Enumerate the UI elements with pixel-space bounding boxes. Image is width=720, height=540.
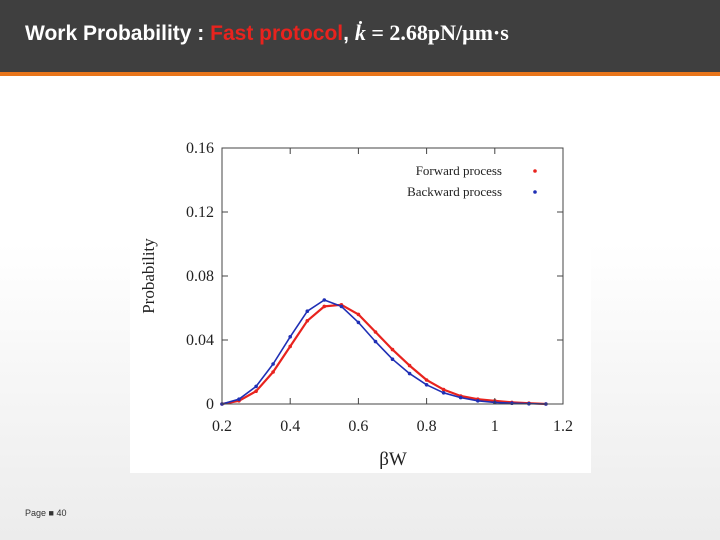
forward-process-point [373, 330, 378, 334]
footer-label: Page [25, 508, 47, 518]
forward-process-point [305, 319, 310, 323]
y-tick-label: 0.12 [186, 204, 214, 221]
forward-process-point [390, 347, 395, 352]
forward-process-point [424, 378, 429, 382]
backward-process-line [221, 299, 546, 405]
backward-process-point [271, 362, 275, 366]
forward-process-point [322, 304, 327, 309]
y-axis-label: Probability [139, 238, 158, 314]
backward-process-point [356, 320, 361, 325]
backward-process-point [390, 357, 395, 361]
y-tick-label: 0.08 [186, 268, 214, 285]
x-axis-label: βW [379, 449, 407, 470]
title-prefix: Work Probability : [25, 22, 211, 45]
forward-process-point [407, 363, 412, 368]
backward-process-point [288, 335, 292, 339]
legend-marker-forward-process [533, 169, 537, 173]
backward-process-point [373, 339, 378, 344]
forward-process-point [271, 370, 275, 374]
series-curves [221, 299, 546, 406]
y-tick-label: 0 [206, 396, 214, 413]
title-equation-rest: = 2.68pN/μm·s [365, 20, 509, 45]
x-tick-label: 0.2 [212, 418, 232, 435]
title-highlight: Fast protocol [210, 22, 344, 45]
backward-process-point [476, 399, 480, 403]
k-dot-symbol: k [354, 20, 366, 45]
chart-legend: Forward process Backward process [407, 163, 537, 199]
backward-process-point [305, 309, 310, 313]
legend-label-forward-process: Forward process [416, 163, 502, 178]
forward-process-point [254, 389, 258, 394]
y-tick-label: 0.04 [186, 332, 214, 349]
x-tick-label: 1.2 [553, 418, 573, 435]
backward-process-point [424, 383, 429, 387]
x-tick-label: 0.8 [417, 418, 437, 435]
footer-bullet: ■ [48, 508, 54, 518]
slide-title: Work Probability : Fast protocol, k = 2.… [25, 20, 509, 46]
work-probability-chart: 0.2 0.4 0.6 0.8 1 1.2 0 0.04 0.08 0.12 0.16 Probab… [139, 140, 573, 470]
backward-process-point [407, 371, 412, 376]
backward-process-point [441, 391, 446, 395]
backward-process-point [322, 298, 327, 302]
title-equation: k = 2.68pN/μm·s [355, 20, 509, 45]
backward-process-point [458, 395, 463, 400]
legend-label-backward-process: Backward process [407, 184, 502, 199]
y-tick-label: 0.16 [186, 140, 214, 157]
forward-process-point [288, 344, 292, 349]
x-tick-label: 1 [491, 418, 499, 435]
backward-process-point [254, 384, 258, 389]
axis-ticks: 0.2 0.4 0.6 0.8 1 1.2 0 0.04 0.08 0.12 0.16 [186, 140, 573, 435]
page-number: 40 [56, 508, 67, 518]
page-footer: Page ■ 40 [25, 508, 67, 518]
backward-process-point [339, 304, 344, 309]
forward-process-point [356, 312, 361, 317]
x-tick-label: 0.6 [348, 418, 368, 435]
forward-process-line [221, 303, 546, 406]
backward-process-point [237, 397, 241, 402]
forward-process-point [441, 387, 446, 392]
slide-header: Work Probability : Fast protocol, k = 2.… [0, 0, 720, 76]
series-points [220, 298, 548, 406]
title-separator: , [343, 22, 349, 45]
x-tick-label: 0.4 [280, 418, 300, 435]
chart-panel: 0.2 0.4 0.6 0.8 1 1.2 0 0.04 0.08 0.12 0.16 Probab… [130, 127, 591, 473]
legend-marker-backward-process [533, 190, 537, 194]
